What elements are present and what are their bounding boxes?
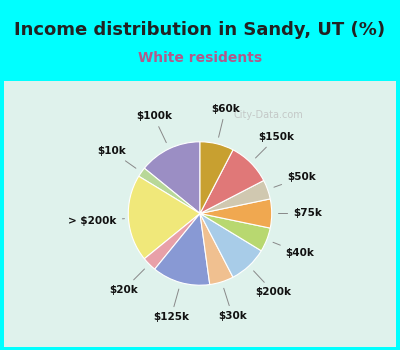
- Text: $125k: $125k: [153, 289, 189, 322]
- Wedge shape: [144, 214, 200, 269]
- Text: $50k: $50k: [274, 173, 316, 187]
- Wedge shape: [200, 214, 270, 251]
- Text: $60k: $60k: [211, 104, 240, 137]
- Text: $200k: $200k: [254, 271, 292, 297]
- Text: Income distribution in Sandy, UT (%): Income distribution in Sandy, UT (%): [14, 21, 386, 39]
- Text: $40k: $40k: [273, 242, 314, 258]
- Wedge shape: [128, 176, 200, 259]
- Wedge shape: [200, 150, 264, 213]
- Wedge shape: [200, 181, 270, 214]
- Text: $100k: $100k: [136, 111, 172, 142]
- Text: > $200k: > $200k: [68, 216, 124, 226]
- Text: $20k: $20k: [110, 269, 144, 295]
- Wedge shape: [200, 142, 233, 214]
- Wedge shape: [200, 214, 233, 285]
- Wedge shape: [144, 142, 200, 214]
- Text: $75k: $75k: [278, 209, 322, 218]
- Wedge shape: [155, 214, 210, 285]
- Text: $150k: $150k: [256, 132, 294, 158]
- Wedge shape: [200, 199, 272, 228]
- Wedge shape: [139, 168, 200, 214]
- Wedge shape: [200, 214, 261, 277]
- Text: $30k: $30k: [218, 288, 247, 321]
- Text: White residents: White residents: [138, 51, 262, 65]
- Text: City-Data.com: City-Data.com: [234, 110, 304, 120]
- Text: $10k: $10k: [98, 146, 136, 168]
